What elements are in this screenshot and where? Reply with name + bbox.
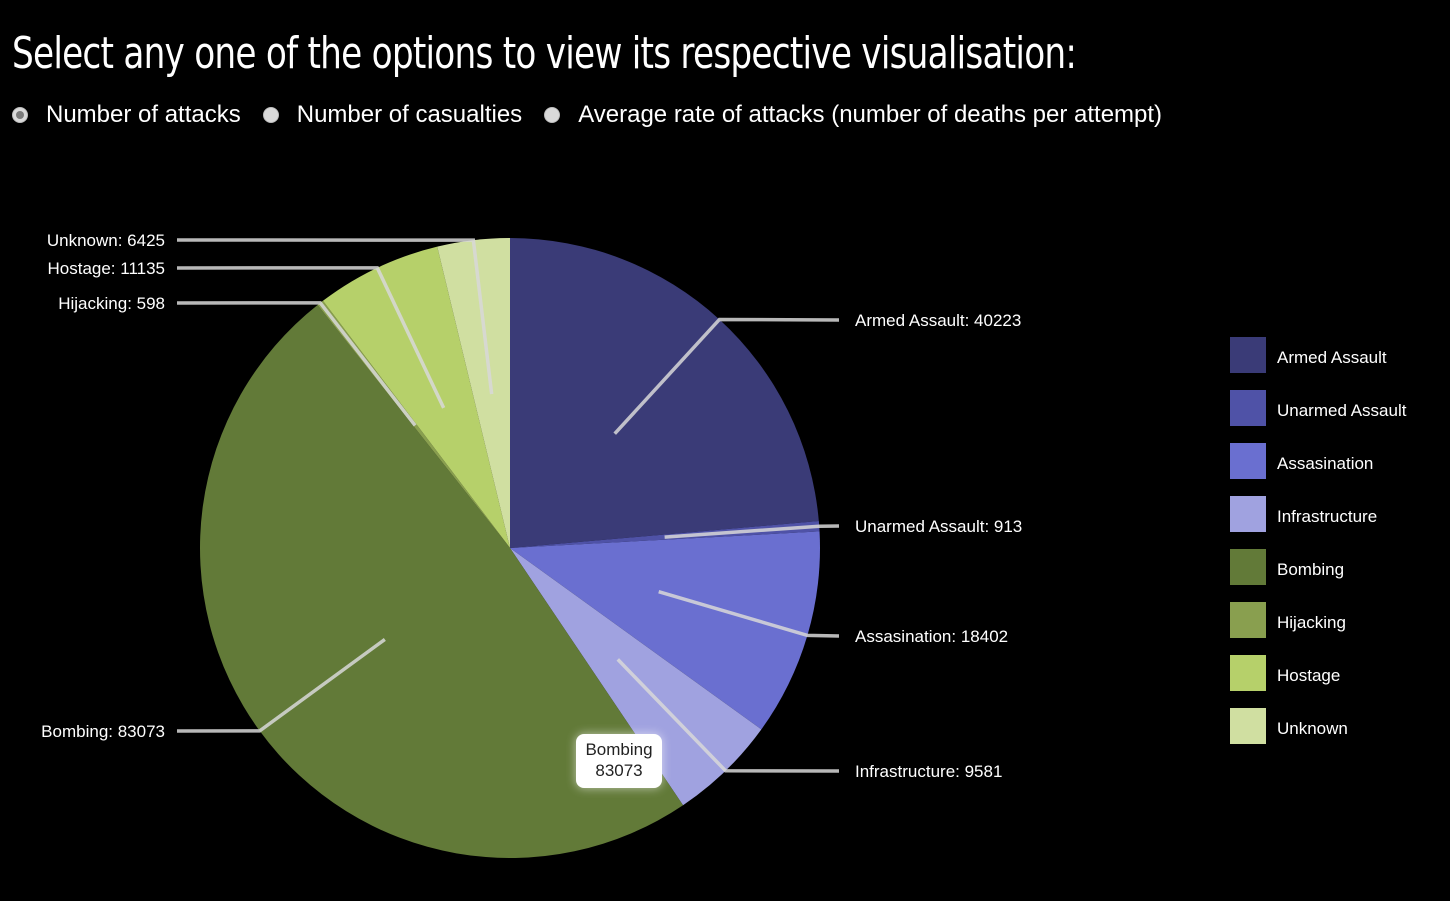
- legend-swatch-armed-assault: [1230, 337, 1266, 373]
- leader-line-infrastructure: [616, 658, 840, 773]
- leader-line-hostage: [176, 266, 446, 409]
- pie-slice-assasination[interactable]: [510, 531, 820, 730]
- pie-data-labels: Armed Assault: 40223 Unarmed Assault: 913…: [41, 231, 1022, 781]
- legend-label-bombing: Bombing: [1277, 560, 1344, 579]
- leader-line-armed-assault: [613, 317, 840, 435]
- legend-item-bombing[interactable]: Bombing: [1230, 549, 1344, 585]
- pie-slice-unknown[interactable]: [437, 238, 510, 548]
- chart-tooltip: Bombing 83073: [576, 734, 662, 788]
- option-label-attacks: Number of attacks: [46, 101, 241, 128]
- leader-line-bombing: [176, 638, 386, 733]
- pie-slice-unarmed-assault[interactable]: [510, 520, 820, 548]
- tooltip-category: Bombing: [585, 740, 653, 759]
- data-label-hijacking: Hijacking: 598: [58, 294, 165, 313]
- pie-slices: [200, 238, 820, 858]
- legend-label-hijacking: Hijacking: [1277, 613, 1346, 632]
- option-number-of-casualties[interactable]: Number of casualties: [262, 101, 523, 129]
- legend-swatch-unarmed-assault: [1230, 390, 1266, 426]
- legend-label-armed-assault: Armed Assault: [1277, 348, 1387, 367]
- option-radio-casualties[interactable]: [262, 107, 279, 123]
- legend-item-hostage[interactable]: Hostage: [1230, 655, 1340, 691]
- legend-swatch-infrastructure: [1230, 496, 1266, 532]
- pie-slice-armed-assault[interactable]: [510, 238, 819, 548]
- option-radio-attacks[interactable]: [12, 107, 28, 123]
- legend-swatch-assasination: [1230, 443, 1266, 479]
- legend-swatch-hostage: [1230, 655, 1266, 691]
- legend-swatch-hijacking: [1230, 602, 1266, 638]
- legend-swatch-bombing: [1230, 549, 1266, 585]
- legend-label-infrastructure: Infrastructure: [1277, 507, 1377, 526]
- data-label-unarmed-assault: Unarmed Assault: 913: [855, 517, 1022, 536]
- data-label-unknown: Unknown: 6425: [47, 231, 165, 250]
- data-label-bombing: Bombing: 83073: [41, 722, 165, 741]
- data-label-infrastructure: Infrastructure: 9581: [855, 762, 1002, 781]
- pie-slice-hostage[interactable]: [322, 246, 510, 548]
- option-number-of-attacks[interactable]: Number of attacks: [12, 101, 241, 129]
- leader-line-assasination: [658, 590, 840, 638]
- legend-item-infrastructure[interactable]: Infrastructure: [1230, 496, 1377, 532]
- legend-item-assasination[interactable]: Assasination: [1230, 443, 1373, 479]
- legend-label-hostage: Hostage: [1277, 666, 1340, 685]
- legend-label-assasination: Assasination: [1277, 454, 1373, 473]
- chart-legend: Armed Assault Unarmed Assault Assasination…: [1230, 337, 1407, 744]
- legend-label-unarmed-assault: Unarmed Assault: [1277, 401, 1407, 420]
- leader-line-hijacking: [176, 301, 417, 427]
- pie-leaders: [176, 238, 840, 773]
- leader-line-unknown: [176, 238, 494, 395]
- page-heading: Select any one of the options to view it…: [12, 28, 1077, 79]
- leader-line-unarmed-assault: [664, 524, 840, 539]
- option-label-average-rate: Average rate of attacks (number of death…: [578, 101, 1163, 128]
- data-label-hostage: Hostage: 11135: [47, 259, 165, 278]
- data-label-assasination: Assasination: 18402: [855, 627, 1008, 646]
- legend-label-unknown: Unknown: [1277, 719, 1348, 738]
- option-average-rate[interactable]: Average rate of attacks (number of death…: [544, 101, 1162, 129]
- legend-item-armed-assault[interactable]: Armed Assault: [1230, 337, 1387, 373]
- legend-item-unarmed-assault[interactable]: Unarmed Assault: [1230, 390, 1407, 426]
- legend-item-hijacking[interactable]: Hijacking: [1230, 602, 1346, 638]
- option-label-casualties: Number of casualties: [296, 101, 523, 128]
- data-label-armed-assault: Armed Assault: 40223: [855, 311, 1021, 330]
- legend-item-unknown[interactable]: Unknown: [1230, 708, 1348, 744]
- option-radio-average-rate[interactable]: [544, 107, 561, 123]
- legend-swatch-unknown: [1230, 708, 1266, 744]
- pie-slice-bombing[interactable]: [200, 304, 684, 858]
- tooltip-value: 83073: [595, 761, 643, 780]
- visualisation-options: Number of attacks Number of casualties A…: [12, 101, 1184, 129]
